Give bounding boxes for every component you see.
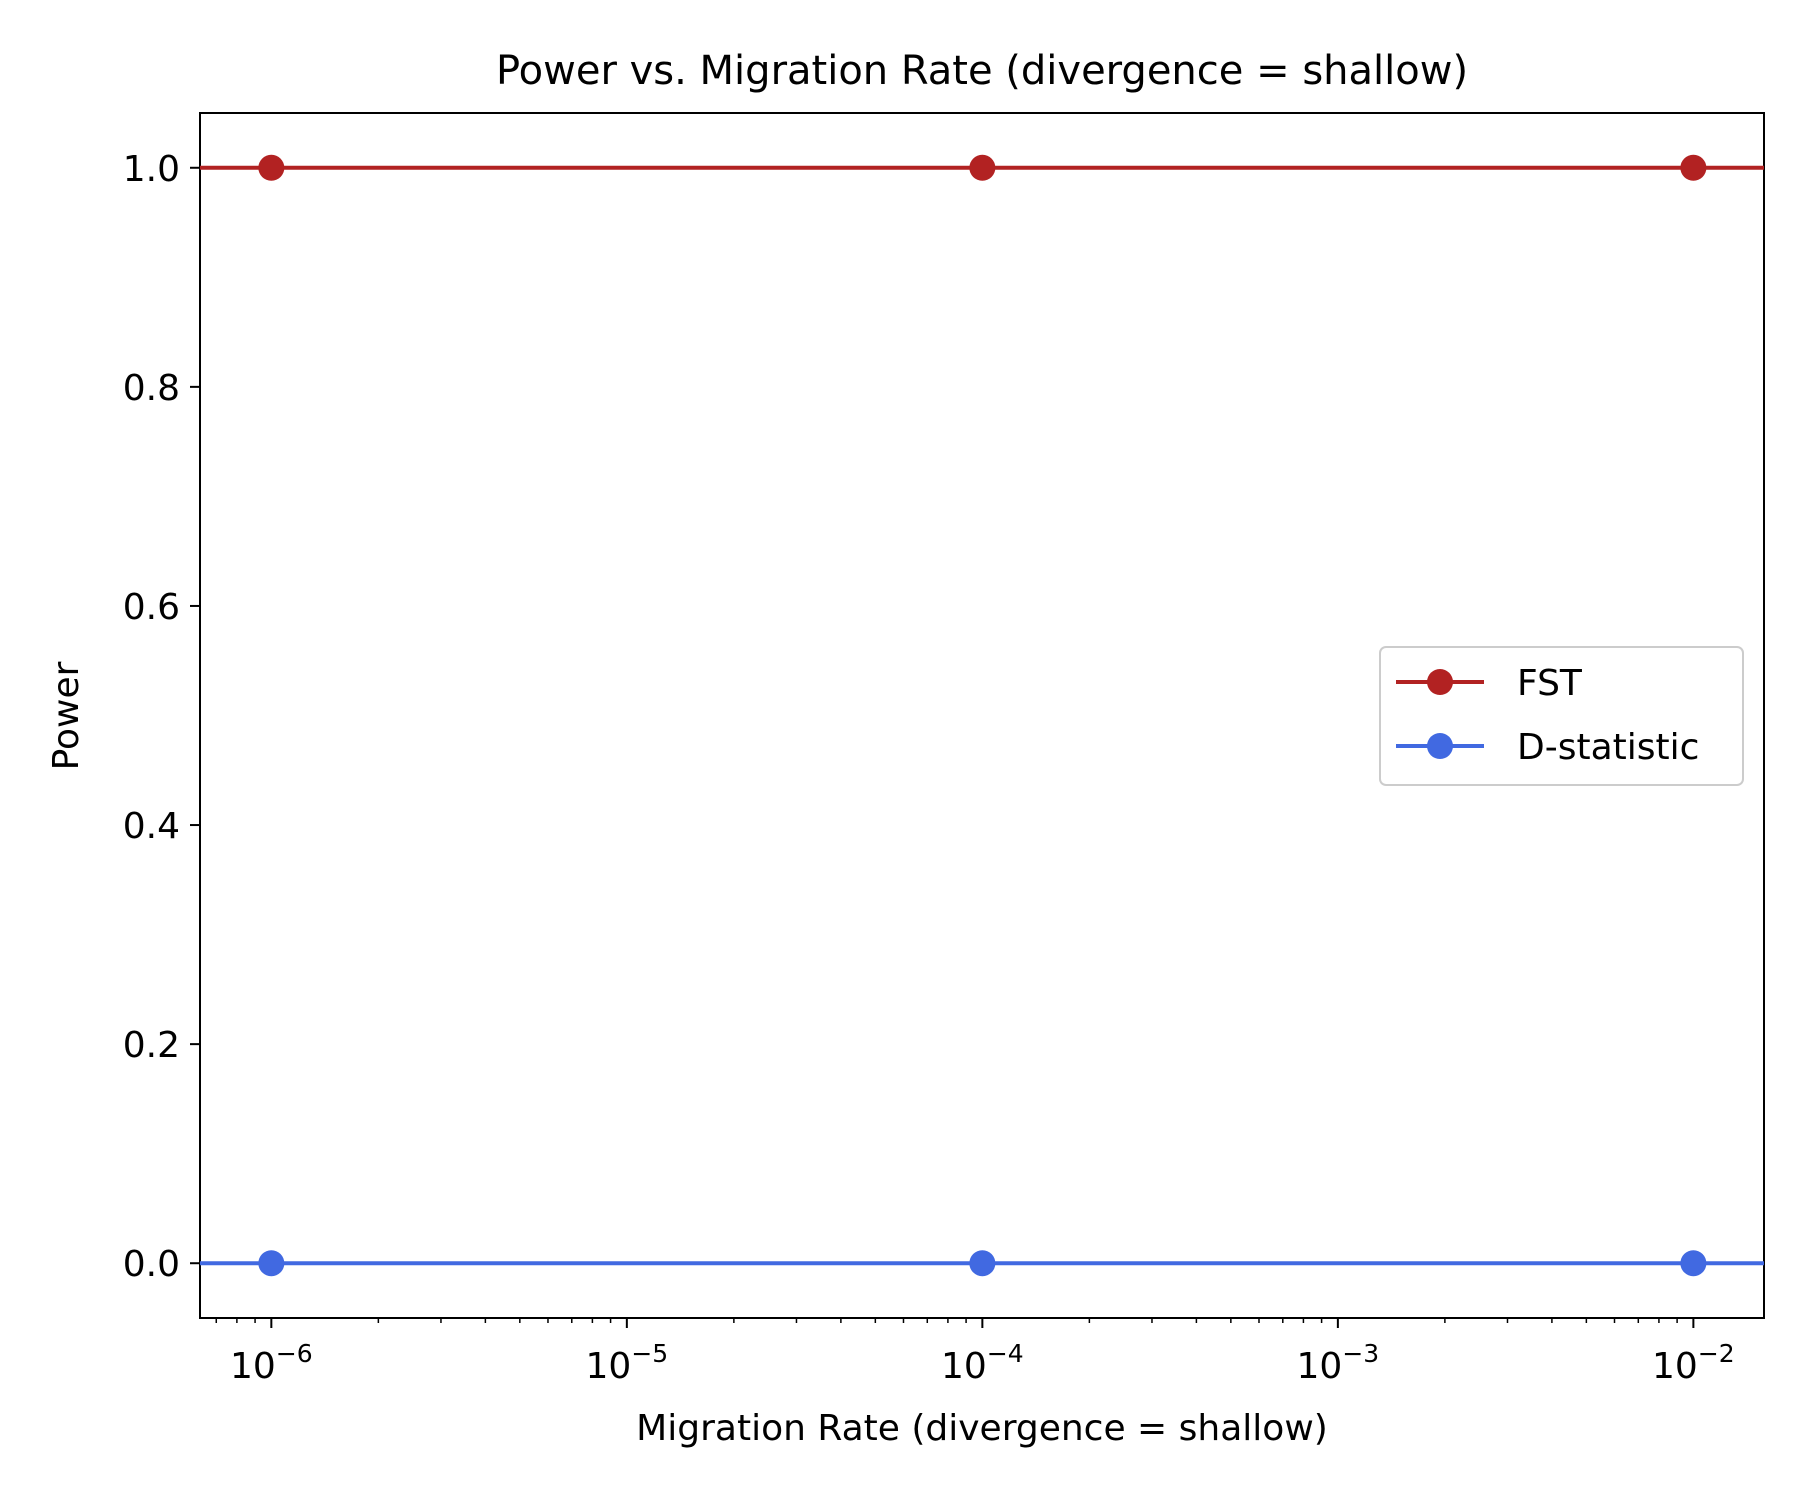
x-tick-label: 10−3 (1297, 1339, 1380, 1387)
data-point (258, 1250, 285, 1277)
x-tick-label: 10−2 (1652, 1339, 1735, 1387)
series-layer (200, 154, 1764, 1277)
y-axis: 0.0 0.2 0.4 0.6 0.8 1.0 (123, 149, 200, 1285)
data-point (1680, 1250, 1707, 1277)
legend-label: D-statistic (1517, 727, 1699, 768)
legend-marker (1427, 733, 1453, 759)
legend: FST D-statistic (1379, 646, 1744, 786)
y-tick-label: 0.0 (123, 1244, 180, 1285)
data-point (1680, 154, 1707, 181)
x-axis: 10−6 10−5 10−4 10−3 10−2 (215, 1318, 1735, 1387)
series-1 (200, 1250, 1764, 1277)
y-tick-label: 1.0 (123, 149, 180, 190)
x-tick-label: 10−6 (230, 1339, 313, 1387)
y-tick-label: 0.4 (123, 806, 180, 847)
series-0 (200, 154, 1764, 181)
y-tick-label: 0.8 (123, 368, 180, 409)
data-point (969, 154, 996, 181)
chart-title: Power vs. Migration Rate (divergence = s… (496, 48, 1468, 94)
y-tick-label: 0.2 (123, 1025, 180, 1066)
data-point (258, 154, 285, 181)
legend-label: FST (1517, 663, 1583, 704)
y-axis-label: Power (46, 661, 87, 770)
legend-marker (1427, 669, 1453, 695)
y-tick-label: 0.6 (123, 587, 180, 628)
data-point (969, 1250, 996, 1277)
x-tick-label: 10−4 (941, 1339, 1024, 1387)
x-axis-label: Migration Rate (divergence = shallow) (636, 1408, 1328, 1449)
x-tick-label: 10−5 (586, 1339, 669, 1387)
